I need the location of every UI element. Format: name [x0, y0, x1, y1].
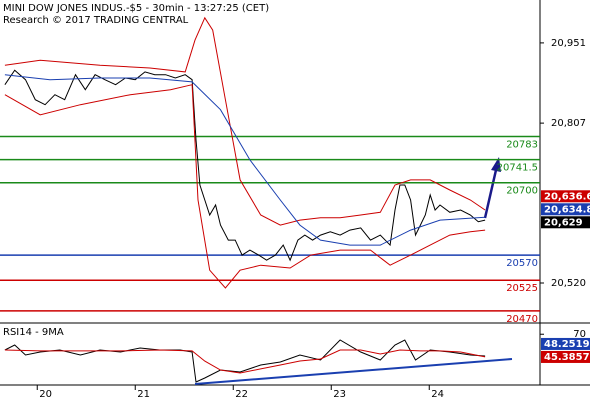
level-label: 20741.5: [497, 163, 538, 174]
level-label: 20700: [506, 186, 538, 197]
value-box: [541, 350, 590, 363]
value-box-label: 20,629: [544, 217, 583, 228]
value-box-label: 48.2519: [544, 339, 590, 350]
level-label: 20783: [506, 139, 538, 150]
series-line: [4, 16, 486, 226]
y-tick-label: 20,951: [551, 38, 586, 49]
level-label: 20525: [506, 283, 538, 294]
chart-title: MINI DOW JONES INDUS.-$5 - 30min - 13:27…: [3, 3, 269, 14]
series-line: [4, 69, 486, 262]
level-label: 20570: [506, 258, 538, 269]
value-box-label: 20,636.6: [544, 191, 590, 202]
rsi-title: RSI14 - 9MA: [3, 327, 64, 338]
x-tick-label: 24: [431, 389, 444, 400]
x-tick-label: 20: [39, 389, 52, 400]
value-box-label: 45.3857: [544, 352, 590, 363]
y-tick-label: 70: [573, 329, 586, 340]
value-box: [541, 216, 590, 229]
value-box: [541, 203, 590, 216]
x-tick-label: 23: [333, 389, 346, 400]
value-box: [541, 190, 590, 203]
series-line: [4, 349, 486, 374]
level-label: 20470: [506, 314, 538, 325]
value-box: [541, 337, 590, 350]
series-line: [4, 74, 486, 246]
x-tick-label: 21: [137, 389, 150, 400]
forecast-arrow: [483, 169, 498, 219]
series-line: [4, 84, 486, 289]
chart-subtitle: Research © 2017 TRADING CENTRAL: [3, 15, 189, 26]
trend-line: [194, 358, 513, 385]
y-tick-label: 20,807: [551, 118, 586, 129]
value-box-label: 20,634.8: [544, 204, 590, 215]
forecast-arrow-head: [491, 157, 501, 172]
x-tick-label: 22: [235, 389, 248, 400]
y-tick-label: 20,520: [551, 278, 586, 289]
